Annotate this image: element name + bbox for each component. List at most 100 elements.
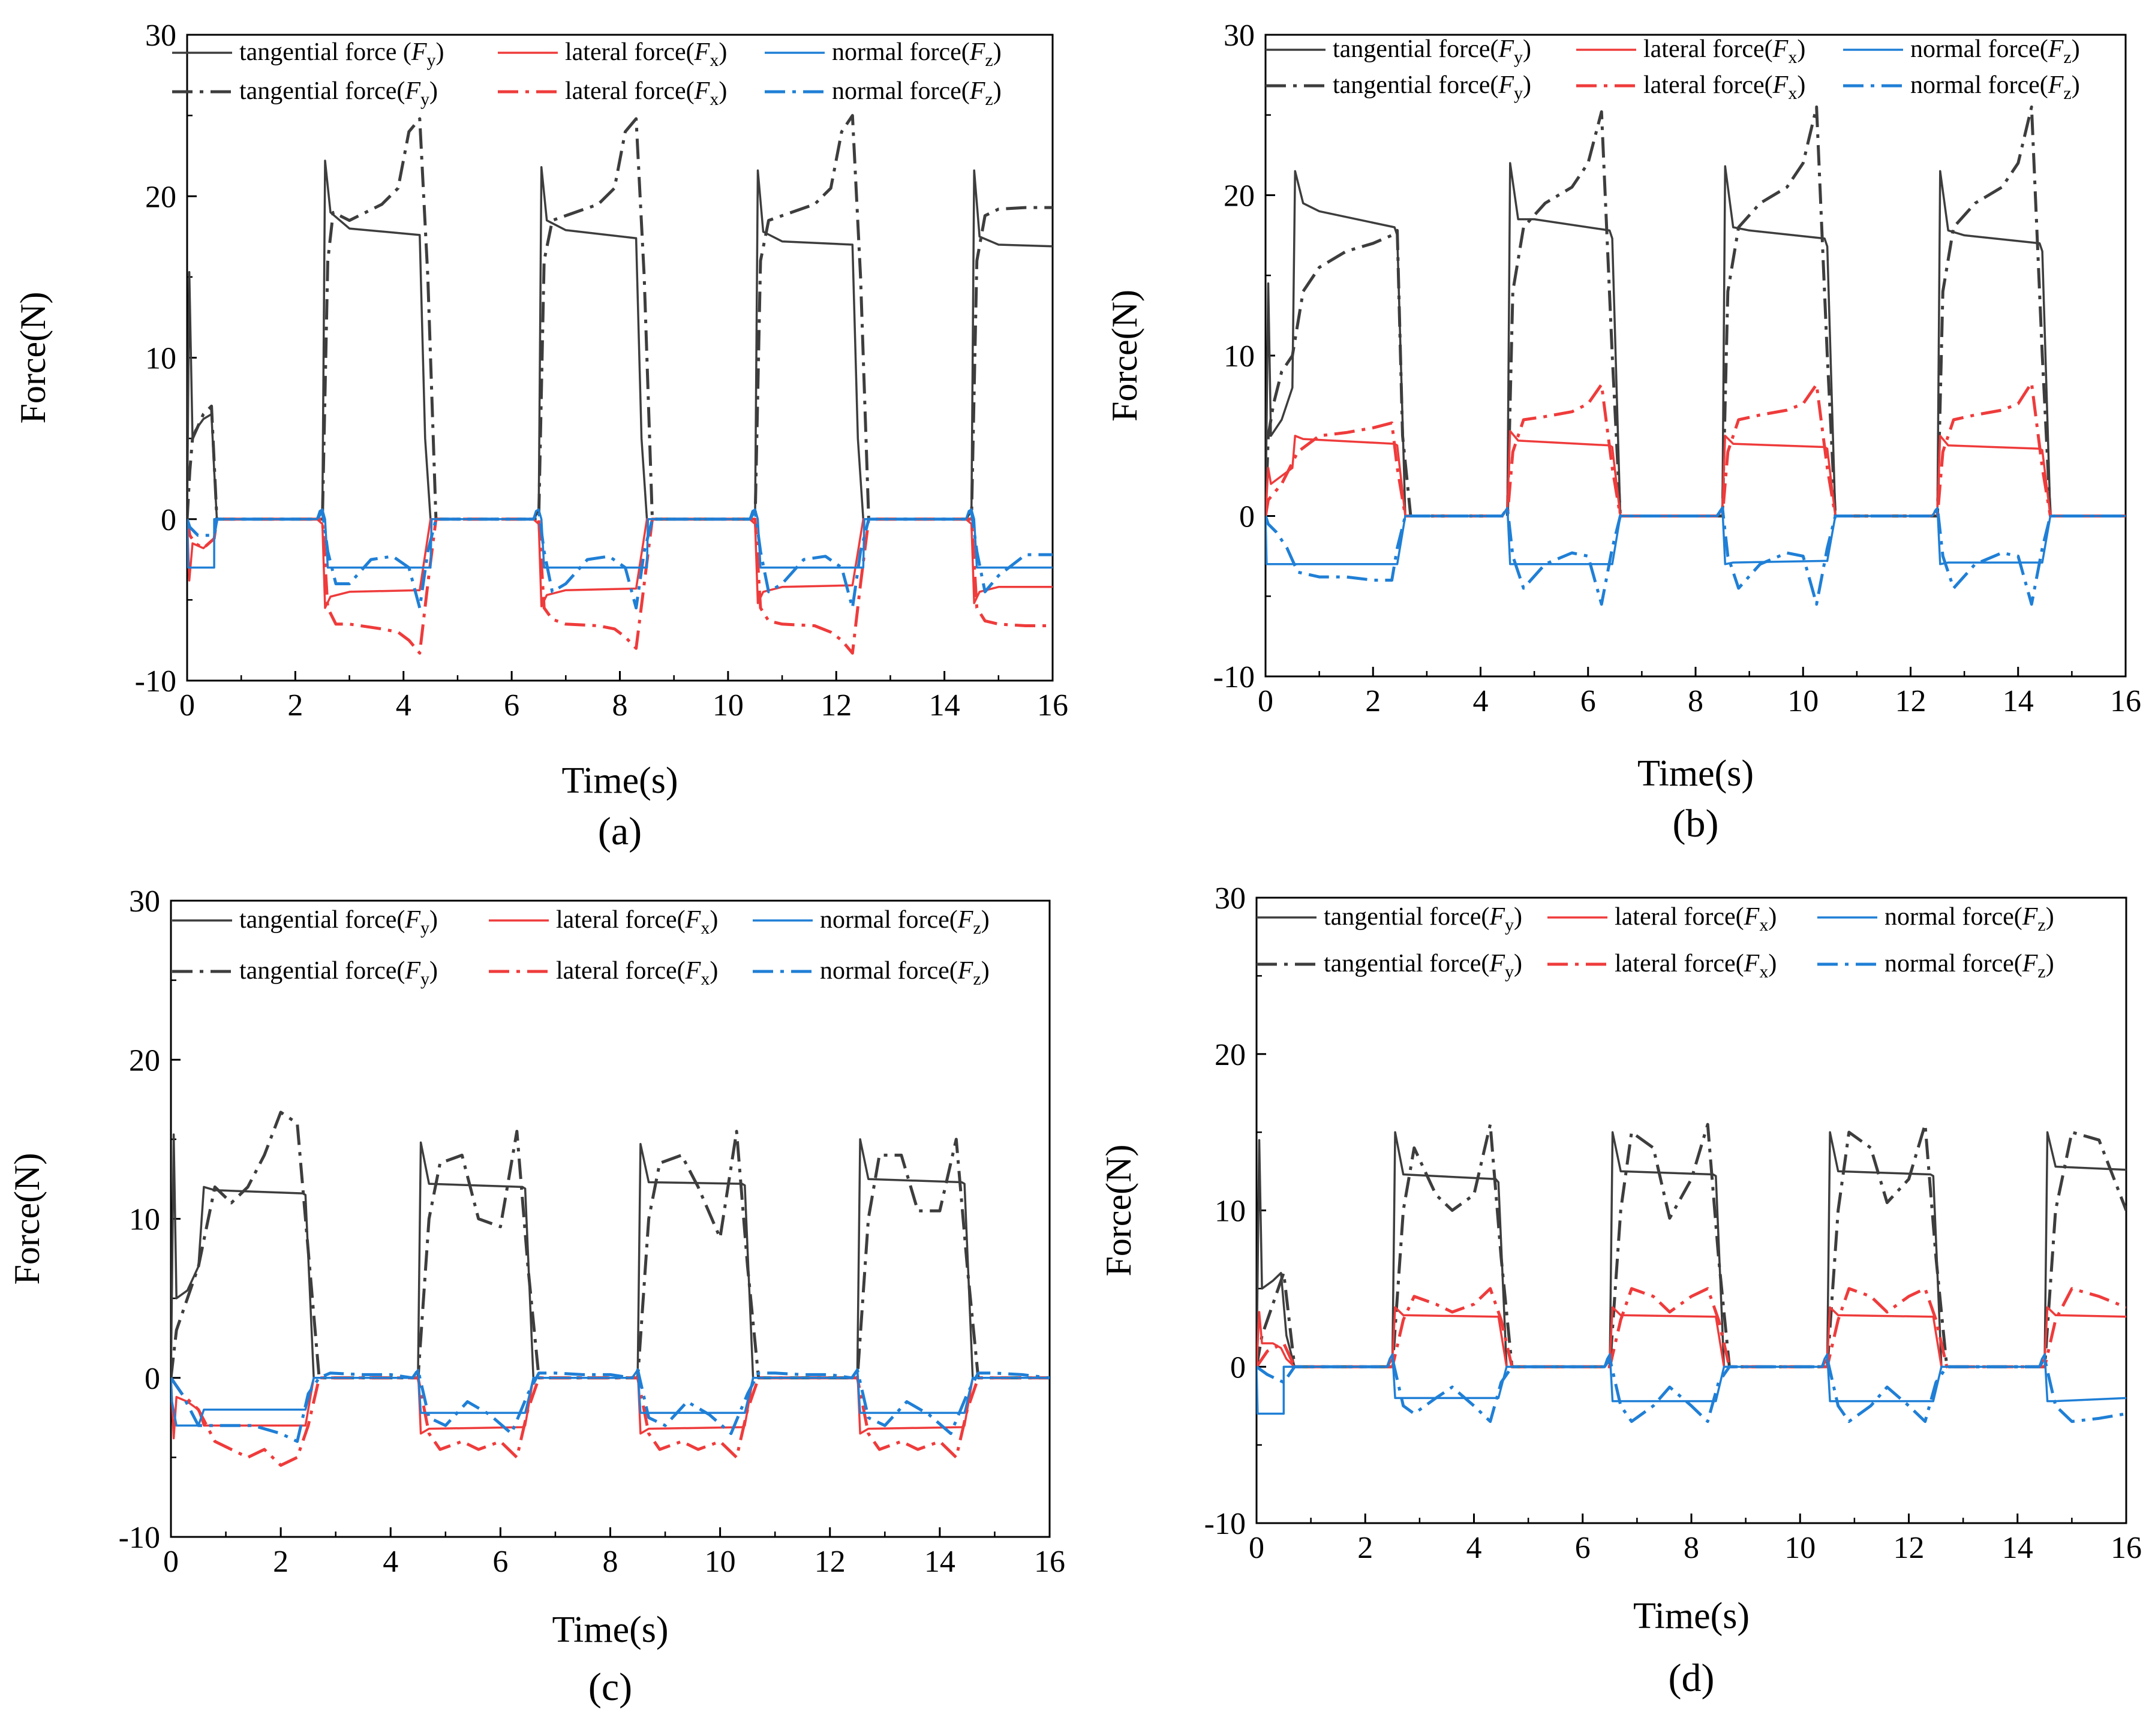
series-line-tangential-solid bbox=[1266, 162, 2126, 518]
y-axis-label: Force(N) bbox=[7, 1153, 47, 1285]
series-line-tangential-dashdot bbox=[187, 114, 1053, 521]
legend-label: lateral force(Fx) bbox=[1615, 903, 1777, 935]
series-group bbox=[171, 1111, 1050, 1467]
series-line-lateral-solid bbox=[187, 518, 1053, 609]
legend-label: tangential force(Fy) bbox=[239, 906, 438, 938]
series-line-normal-solid bbox=[187, 508, 1053, 569]
panel-a: 0 2 4 6 8 10 12 14 16-100102030Force(N)Time(s)(a… bbox=[13, 19, 1068, 853]
x-tick-label: 4 bbox=[396, 688, 411, 723]
y-tick-label: 0 bbox=[145, 1362, 160, 1396]
series-group bbox=[187, 114, 1053, 655]
series-line-tangential-solid bbox=[187, 160, 1053, 521]
x-tick-label: 10 bbox=[1784, 1531, 1816, 1565]
legend-label: lateral force(Fx) bbox=[565, 38, 727, 70]
series-line-normal-dashdot bbox=[187, 509, 1053, 610]
legend-label: lateral force(Fx) bbox=[1615, 950, 1777, 982]
x-tick-label: 2 bbox=[287, 688, 303, 723]
x-axis-label: Time(s) bbox=[552, 1609, 668, 1650]
legend: tangential force(Fy) lateral force(Fx) nor… bbox=[1266, 35, 2080, 103]
series-group bbox=[1257, 1123, 2126, 1423]
series-group bbox=[1266, 105, 2126, 606]
series-line-normal-solid bbox=[171, 1368, 1050, 1427]
panel-label: (b) bbox=[1673, 802, 1719, 846]
series-line-lateral-dashdot bbox=[1257, 1287, 2126, 1368]
x-tick-label: 16 bbox=[2110, 684, 2141, 718]
x-tick-label: 0 bbox=[1249, 1531, 1264, 1565]
y-tick-label: 20 bbox=[129, 1043, 160, 1078]
panel-label: (d) bbox=[1669, 1656, 1715, 1700]
y-tick-label: 20 bbox=[1224, 179, 1255, 213]
x-tick-label: 14 bbox=[2003, 684, 2034, 718]
x-tick-label: 4 bbox=[1466, 1531, 1482, 1565]
y-tick-label: 10 bbox=[1224, 339, 1255, 374]
y-tick-label: 10 bbox=[145, 342, 176, 376]
legend-label: lateral force(Fx) bbox=[556, 957, 718, 989]
x-tick-label: 12 bbox=[1893, 1531, 1925, 1565]
x-tick-label: 10 bbox=[1787, 684, 1819, 718]
series-line-lateral-dashdot bbox=[171, 1376, 1050, 1467]
x-tick-label: 2 bbox=[1357, 1531, 1373, 1565]
plot-frame bbox=[1255, 896, 2127, 1524]
legend: tangential force(Fy) lateral force(Fx) nor… bbox=[172, 906, 990, 989]
x-tick-label: 16 bbox=[1034, 1545, 1065, 1579]
y-axis-label: Force(N) bbox=[1099, 1145, 1138, 1277]
legend-label: normal force(Fz) bbox=[832, 77, 1002, 109]
y-tick-label: 30 bbox=[1224, 19, 1255, 53]
y-tick-label: -10 bbox=[135, 664, 176, 699]
x-tick-label: 6 bbox=[1575, 1531, 1591, 1565]
series-line-lateral-solid bbox=[1266, 429, 2126, 518]
panel-label: (c) bbox=[588, 1665, 632, 1709]
y-tick-label: -10 bbox=[1204, 1507, 1246, 1541]
panel-d: 0 2 4 6 8 10 12 14 16-100102030Force(N)Time(s)(d… bbox=[1099, 881, 2142, 1700]
x-tick-label: 2 bbox=[273, 1545, 288, 1579]
legend-label: normal force(Fz) bbox=[832, 38, 1002, 70]
y-tick-label: 0 bbox=[1239, 500, 1255, 534]
x-tick-label: 6 bbox=[504, 688, 519, 723]
x-tick-label: 14 bbox=[924, 1545, 955, 1579]
x-tick-label: 6 bbox=[1580, 684, 1596, 718]
legend-label: tangential force (Fy) bbox=[239, 38, 444, 70]
x-tick-label: 14 bbox=[2002, 1531, 2033, 1565]
x-tick-label: 8 bbox=[603, 1545, 618, 1579]
y-tick-label: 30 bbox=[145, 19, 176, 53]
legend-label: normal force(Fz) bbox=[1884, 950, 2054, 982]
legend-label: lateral force(Fx) bbox=[1643, 71, 1805, 103]
legend-label: normal force(Fz) bbox=[820, 957, 990, 989]
y-tick-label: 30 bbox=[129, 884, 160, 919]
x-tick-label: 12 bbox=[814, 1545, 846, 1579]
legend-label: tangential force(Fy) bbox=[239, 77, 438, 109]
legend-label: lateral force(Fx) bbox=[1643, 35, 1805, 67]
y-axis-label: Force(N) bbox=[13, 292, 53, 424]
legend-label: normal force(Fz) bbox=[1884, 903, 2054, 935]
panel-b: 0 2 4 6 8 10 12 14 16-100102030Force(N)Time(s)(b… bbox=[1105, 19, 2141, 846]
x-tick-label: 8 bbox=[1688, 684, 1703, 718]
legend-label: lateral force(Fx) bbox=[565, 77, 727, 109]
x-axis-label: Time(s) bbox=[1637, 753, 1754, 794]
y-tick-label: 30 bbox=[1215, 881, 1246, 916]
legend-label: normal force(Fz) bbox=[1910, 71, 2080, 103]
x-axis-label: Time(s) bbox=[1633, 1596, 1750, 1636]
legend-label: tangential force(Fy) bbox=[1333, 71, 1531, 103]
plot-frame bbox=[170, 899, 1051, 1538]
legend: tangential force (Fy) lateral force(Fx) no… bbox=[172, 38, 1002, 109]
legend-label: tangential force(Fy) bbox=[1324, 903, 1522, 935]
y-tick-label: 20 bbox=[145, 180, 176, 214]
x-tick-label: 2 bbox=[1365, 684, 1381, 718]
series-line-lateral-solid bbox=[171, 1368, 1050, 1440]
series-line-normal-dashdot bbox=[1266, 506, 2126, 606]
series-line-normal-dashdot bbox=[1257, 1357, 2126, 1423]
x-tick-label: 14 bbox=[929, 688, 960, 723]
y-tick-label: -10 bbox=[1213, 660, 1255, 694]
plot-frame bbox=[186, 34, 1054, 682]
x-tick-label: 16 bbox=[2111, 1531, 2142, 1565]
series-line-lateral-solid bbox=[1257, 1306, 2126, 1368]
x-tick-label: 10 bbox=[705, 1545, 736, 1579]
series-line-tangential-dashdot bbox=[1257, 1123, 2126, 1368]
y-tick-label: 0 bbox=[1230, 1350, 1246, 1385]
x-tick-label: 12 bbox=[820, 688, 852, 723]
y-tick-label: 10 bbox=[129, 1203, 160, 1237]
x-axis-label: Time(s) bbox=[561, 760, 678, 801]
x-tick-label: 8 bbox=[612, 688, 628, 723]
panel-label: (a) bbox=[598, 810, 642, 853]
series-line-tangential-solid bbox=[1257, 1131, 2126, 1368]
